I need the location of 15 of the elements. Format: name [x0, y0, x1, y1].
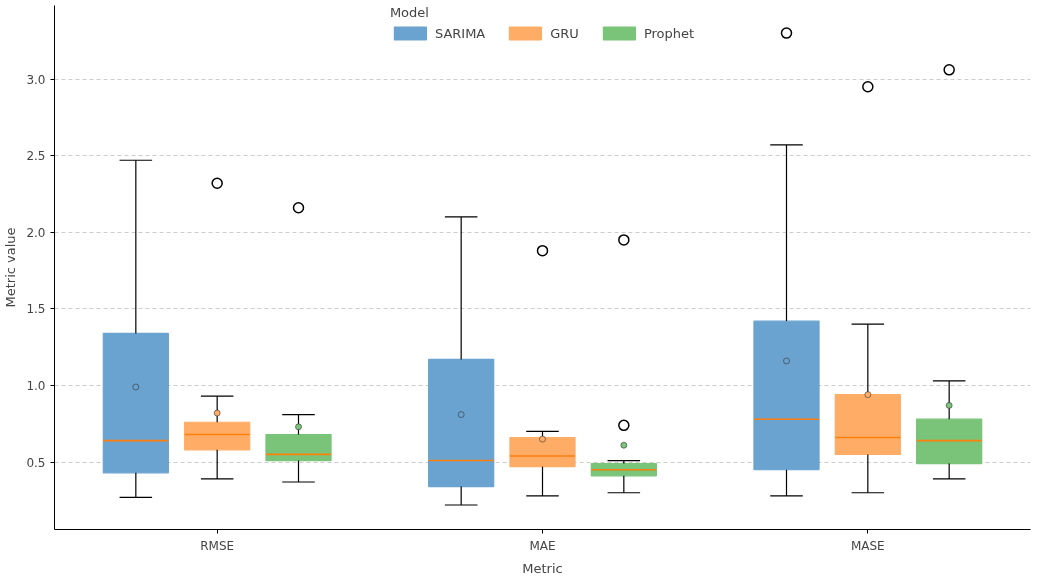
x-tick-label: MAE [529, 538, 556, 553]
y-tick-label: 2.5 [26, 149, 46, 164]
legend-label: GRU [550, 25, 579, 41]
y-tick-label: 1.5 [26, 302, 46, 317]
y-tick-label: 1.0 [26, 378, 46, 393]
y-axis-title: Metric value [3, 227, 19, 308]
legend-label: Prophet [643, 25, 695, 41]
x-tick-label: RMSE [200, 538, 235, 553]
y-tick-label: 0.5 [26, 455, 46, 470]
x-axis-title: Metric [522, 560, 563, 576]
y-tick-label: 3.0 [26, 72, 46, 87]
y-tick-label: 2.0 [26, 225, 46, 240]
legend-label: SARIMA [434, 25, 486, 41]
x-tick-label: MASE [850, 538, 885, 553]
legend-title: Model [389, 5, 430, 20]
